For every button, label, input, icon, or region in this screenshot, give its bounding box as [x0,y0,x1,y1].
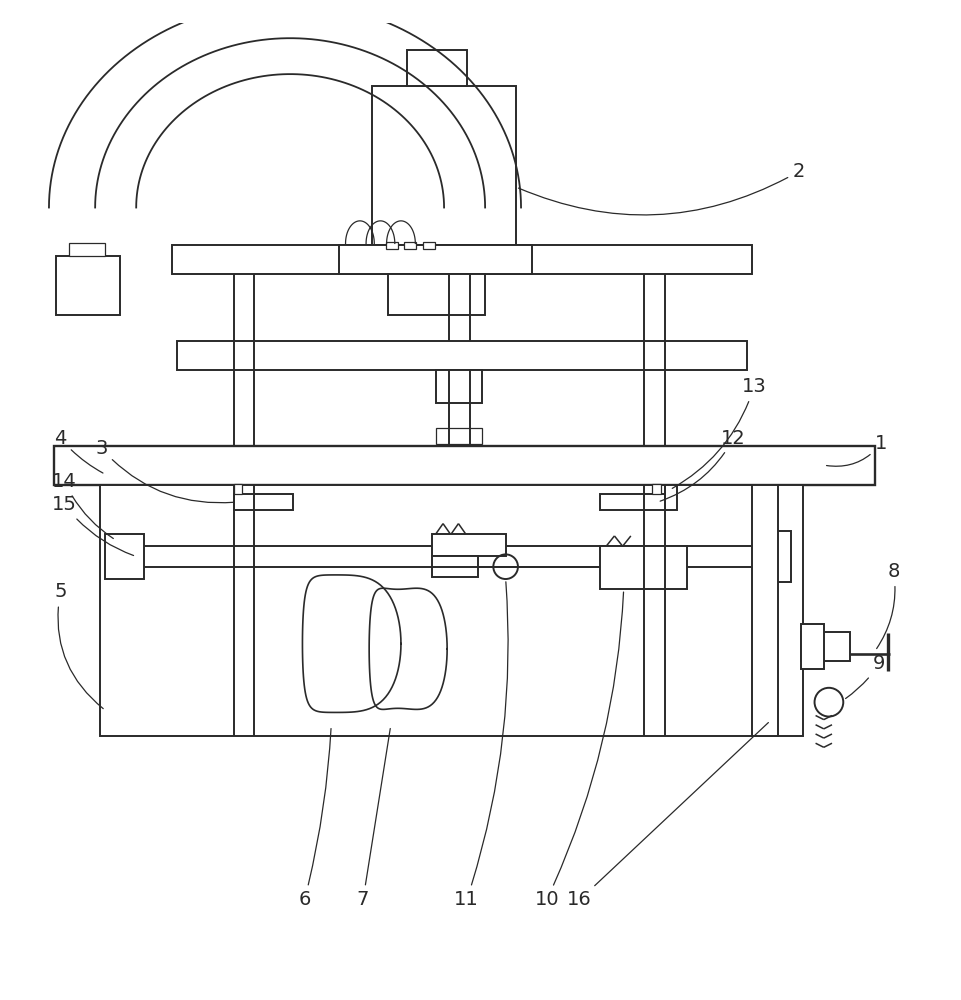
Bar [665,485,678,510]
Bar [404,242,416,249]
Text: 2: 2 [518,162,805,215]
Bar [372,86,516,245]
Bar [801,632,850,661]
Text: 16: 16 [567,723,769,909]
Bar [423,242,434,249]
Bar [600,546,687,589]
Bar [653,484,660,494]
Bar [234,484,242,494]
Bar [100,485,803,736]
Bar [177,341,747,370]
Bar [762,531,791,582]
Text: 8: 8 [876,562,899,649]
Text: 5: 5 [54,582,103,709]
Bar [136,546,762,567]
Bar [69,243,106,256]
Bar [431,556,478,577]
Bar [234,494,293,510]
Text: 7: 7 [357,729,390,909]
Text: 12: 12 [660,429,746,501]
Text: 11: 11 [455,582,508,909]
Bar [431,534,505,556]
Bar [801,624,824,669]
Bar [387,274,485,315]
Bar [106,534,144,579]
Text: 4: 4 [54,429,103,473]
Text: 13: 13 [673,377,767,488]
Bar [54,446,875,485]
Bar [436,428,482,444]
Bar [385,242,398,249]
Bar [172,245,752,274]
Text: 10: 10 [534,592,624,909]
Bar [752,485,777,736]
Bar [339,245,532,274]
Text: 15: 15 [52,495,134,556]
Bar [436,370,482,403]
Text: 3: 3 [95,439,234,503]
Bar [600,494,666,510]
Text: 6: 6 [298,729,331,909]
Text: 1: 1 [826,434,887,466]
Bar [407,50,467,86]
Bar [56,256,120,315]
Text: 9: 9 [846,654,885,699]
Text: 14: 14 [52,472,113,539]
